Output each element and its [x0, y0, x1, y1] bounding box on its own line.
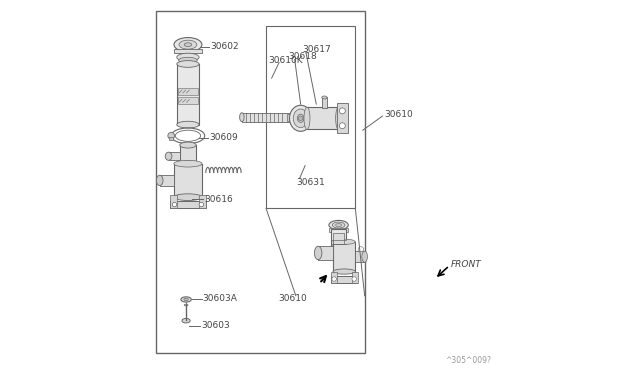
Ellipse shape [182, 318, 190, 323]
Ellipse shape [322, 96, 327, 99]
Circle shape [358, 247, 364, 252]
Bar [322, 97, 327, 108]
Ellipse shape [156, 175, 163, 186]
Bar [177, 64, 199, 125]
Ellipse shape [333, 269, 355, 274]
Text: 30610: 30610 [384, 110, 413, 119]
Bar [159, 175, 174, 186]
Ellipse shape [298, 114, 304, 122]
Ellipse shape [239, 113, 244, 122]
Text: 30610K: 30610K [269, 56, 303, 65]
Bar [168, 152, 180, 160]
Text: 30618: 30618 [289, 52, 317, 61]
Ellipse shape [174, 38, 202, 52]
Circle shape [172, 202, 177, 207]
Bar [177, 97, 198, 104]
Bar [266, 26, 355, 208]
Bar [355, 251, 365, 262]
Text: 30616: 30616 [204, 195, 233, 203]
Bar [331, 276, 357, 283]
Text: ^305^009?: ^305^009? [445, 356, 491, 365]
Ellipse shape [335, 224, 342, 227]
Ellipse shape [184, 43, 191, 46]
Text: 30603: 30603 [201, 321, 230, 330]
Circle shape [332, 277, 337, 281]
Ellipse shape [289, 105, 312, 131]
Ellipse shape [177, 53, 199, 61]
Bar [170, 195, 177, 208]
Bar [318, 246, 333, 260]
Ellipse shape [174, 160, 202, 167]
Circle shape [339, 108, 346, 114]
Text: 30610: 30610 [278, 294, 307, 303]
Text: 30617: 30617 [302, 45, 331, 54]
Ellipse shape [314, 246, 322, 260]
Ellipse shape [331, 245, 346, 250]
Text: 30609: 30609 [209, 133, 238, 142]
Bar [337, 103, 348, 133]
Ellipse shape [174, 194, 202, 201]
Ellipse shape [179, 40, 197, 49]
Bar [169, 137, 173, 140]
Bar [177, 88, 198, 95]
Bar [333, 242, 355, 272]
Ellipse shape [304, 107, 310, 129]
Text: 30602: 30602 [210, 42, 239, 51]
Bar [331, 272, 337, 283]
Text: 30631: 30631 [296, 178, 324, 187]
Bar [156, 11, 365, 353]
Circle shape [339, 123, 346, 129]
Bar [242, 113, 291, 122]
Circle shape [298, 116, 303, 121]
Ellipse shape [329, 220, 348, 230]
Ellipse shape [177, 61, 199, 67]
Ellipse shape [333, 239, 355, 244]
Ellipse shape [165, 152, 172, 160]
Bar [351, 272, 358, 283]
Bar [331, 229, 346, 247]
Ellipse shape [180, 161, 196, 167]
Ellipse shape [181, 297, 191, 302]
Ellipse shape [332, 222, 345, 228]
Circle shape [199, 202, 204, 207]
Bar [287, 114, 291, 121]
Ellipse shape [177, 121, 199, 128]
Bar [174, 164, 202, 197]
Bar [333, 232, 344, 244]
Ellipse shape [184, 304, 188, 306]
Ellipse shape [293, 109, 308, 128]
Text: FRONT: FRONT [451, 260, 482, 269]
Ellipse shape [335, 107, 342, 129]
Ellipse shape [180, 142, 196, 148]
Ellipse shape [362, 251, 367, 262]
Text: 30603A: 30603A [202, 294, 237, 303]
Ellipse shape [168, 132, 175, 139]
Circle shape [352, 277, 356, 281]
Bar [180, 145, 196, 164]
Bar [199, 195, 206, 208]
Bar [329, 228, 348, 232]
Ellipse shape [179, 57, 197, 63]
Bar [174, 49, 202, 53]
Bar [170, 201, 206, 208]
Bar [307, 107, 339, 129]
Ellipse shape [184, 298, 188, 301]
